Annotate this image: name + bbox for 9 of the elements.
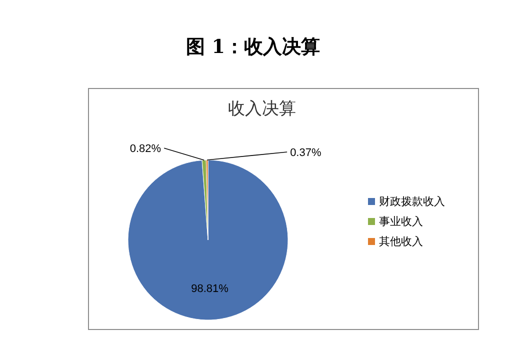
chart-title: 图 1：收入决算 (186, 36, 320, 58)
legend-label: 财政拨款收入 (379, 195, 445, 208)
data-label: 0.82% (130, 143, 162, 156)
data-label: 98.81% (191, 282, 229, 295)
legend-label: 其他收入 (379, 235, 423, 248)
pie-slice (128, 160, 288, 320)
data-label: 0.37% (290, 147, 322, 160)
legend-label: 事业收入 (379, 215, 423, 228)
chart-subtitle: 收入决算 (228, 99, 296, 118)
